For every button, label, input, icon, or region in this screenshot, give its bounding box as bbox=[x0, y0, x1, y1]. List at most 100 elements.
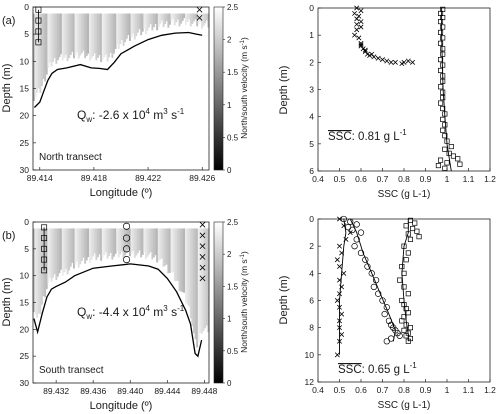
north-ssc-point-x bbox=[354, 16, 360, 22]
south-velocity-column bbox=[52, 228, 55, 278]
south-ssc-point-square bbox=[401, 270, 407, 276]
north-velocity-column bbox=[76, 13, 79, 53]
south-velocity-column bbox=[137, 228, 139, 253]
south-ssc-point-circle bbox=[347, 218, 354, 225]
north-velocity-column bbox=[113, 13, 115, 54]
north-ssc-point-square bbox=[440, 62, 446, 68]
south-ssc-point-square bbox=[416, 234, 422, 240]
south-velocity-column bbox=[33, 228, 35, 313]
south-station-marker bbox=[199, 221, 206, 228]
north-ssc-point-x bbox=[352, 32, 358, 38]
south-ssc-point-circle bbox=[383, 338, 390, 345]
north-ssc-point-square bbox=[444, 160, 450, 166]
south-velocity-column bbox=[167, 228, 170, 274]
south-velocity-column bbox=[132, 228, 135, 252]
north-y-axis-label: Depth (m) bbox=[1, 64, 13, 113]
south-colorbar-ticks: 0 0.5 1 1.5 2 2.5 bbox=[223, 218, 239, 388]
south-velocity-column bbox=[58, 228, 61, 274]
south-ssc-point-square bbox=[405, 250, 411, 256]
north-cb-label-main: North/south velocity (m s bbox=[239, 45, 249, 139]
south-ssc-point-x bbox=[337, 318, 342, 324]
south-ssc-x-tick-label: 1.2 bbox=[484, 385, 496, 395]
north-ssc-x-label: SSC (g L-1) bbox=[378, 189, 431, 200]
north-station-marker bbox=[35, 28, 42, 35]
north-y-tick-label: 0 bbox=[24, 2, 29, 12]
north-velocity-column bbox=[119, 13, 122, 45]
south-velocity-column bbox=[180, 228, 183, 292]
north-ssc-point-square bbox=[438, 40, 444, 46]
south-ssc-point-square bbox=[407, 236, 414, 242]
north-ssc-label: SSC bbox=[328, 131, 352, 143]
north-ssc-point-square bbox=[442, 111, 448, 117]
north-ssc-point-square bbox=[438, 29, 444, 36]
north-cb-tick-label: 0.5 bbox=[227, 133, 239, 142]
panel-label-b: (b) bbox=[2, 230, 15, 242]
north-velocity-column bbox=[77, 13, 80, 59]
south-ssc-point-x bbox=[337, 304, 342, 310]
south-ssc-point-circle bbox=[379, 297, 386, 304]
south-ssc-fit-line bbox=[401, 219, 409, 342]
south-velocity-column bbox=[156, 228, 159, 263]
north-ssc-point-x bbox=[354, 21, 360, 27]
south-ssc-y-tick-label: 2 bbox=[309, 241, 314, 251]
north-velocity-column bbox=[41, 13, 43, 87]
south-ssc-point-circle bbox=[353, 236, 360, 243]
south-cb-tick-label: 2.5 bbox=[227, 218, 239, 227]
north-velocity-column bbox=[44, 13, 47, 82]
north-velocity-column bbox=[172, 13, 175, 19]
south-velocity-column bbox=[117, 228, 120, 258]
north-velocity-column bbox=[137, 13, 139, 33]
north-ssc-point-x bbox=[369, 51, 375, 57]
south-transect-label: South transect bbox=[39, 365, 104, 376]
north-x-tick-label: 89.414 bbox=[27, 173, 53, 183]
north-velocity-column bbox=[87, 13, 90, 54]
south-ssc-point-square bbox=[397, 277, 403, 283]
north-ssc-x-tick-label: 0.7 bbox=[377, 174, 389, 184]
south-velocity-column bbox=[101, 228, 104, 258]
north-cb-tick-label: 1.5 bbox=[227, 68, 239, 77]
south-velocity-column bbox=[84, 228, 87, 264]
south-bed-profile bbox=[33, 263, 203, 358]
south-ssc-x-tick-label: 0.7 bbox=[377, 385, 389, 395]
south-velocity-column bbox=[121, 228, 123, 252]
south-velocity-column bbox=[60, 228, 63, 270]
north-station-marker bbox=[196, 14, 203, 21]
north-cb-label-exp: -1 bbox=[240, 39, 246, 45]
south-ssc-point-x bbox=[343, 236, 349, 242]
south-ssc-point-square bbox=[407, 217, 414, 223]
north-ssc-fit-line bbox=[441, 8, 452, 172]
south-velocity-column bbox=[53, 228, 56, 275]
north-ssc-point-x bbox=[356, 35, 362, 41]
south-cb-tick-label: 1.5 bbox=[227, 282, 239, 291]
north-velocity-column bbox=[129, 13, 131, 41]
south-station-marker bbox=[123, 222, 131, 230]
south-axes: 89.432 89.436 89.440 89.444 89.448 0 5 10 15 20 25… bbox=[20, 217, 218, 396]
panel-label-a: (a) bbox=[2, 15, 15, 27]
south-velocity-column bbox=[149, 228, 152, 253]
north-velocity-column bbox=[201, 13, 203, 29]
north-ssc-point-x bbox=[405, 58, 411, 64]
north-velocity-column bbox=[74, 13, 77, 56]
north-ssc-point-x bbox=[358, 42, 364, 48]
north-velocity-column bbox=[154, 13, 157, 24]
south-transect-panel: 89.432 89.436 89.440 89.444 89.4480510152025… bbox=[1, 217, 249, 412]
south-q-unit-tail-exp: -1 bbox=[177, 304, 185, 313]
south-ssc-point-x bbox=[337, 277, 342, 283]
south-ssc-x-tick-label: 0.5 bbox=[334, 385, 346, 395]
north-axes: 89.414 89.418 89.422 89.426 0 5 10 15 20 25 30 bbox=[20, 2, 216, 183]
north-station-marker bbox=[35, 6, 42, 13]
south-velocity-column bbox=[169, 228, 171, 273]
north-colorbar bbox=[213, 6, 224, 171]
north-velocity-column bbox=[141, 13, 144, 32]
south-velocity-column bbox=[81, 228, 83, 261]
south-y-tick-label: 0 bbox=[24, 217, 29, 227]
south-velocity-column bbox=[37, 228, 40, 314]
north-ssc-point-square bbox=[444, 138, 450, 144]
north-velocity-column bbox=[39, 13, 42, 94]
south-y-tick-label: 30 bbox=[20, 378, 30, 388]
north-velocity-column bbox=[66, 13, 69, 62]
south-velocity-column bbox=[157, 228, 160, 261]
north-velocity-column bbox=[157, 13, 160, 27]
south-ssc-point-x bbox=[339, 250, 345, 256]
south-velocity-column bbox=[69, 228, 72, 267]
